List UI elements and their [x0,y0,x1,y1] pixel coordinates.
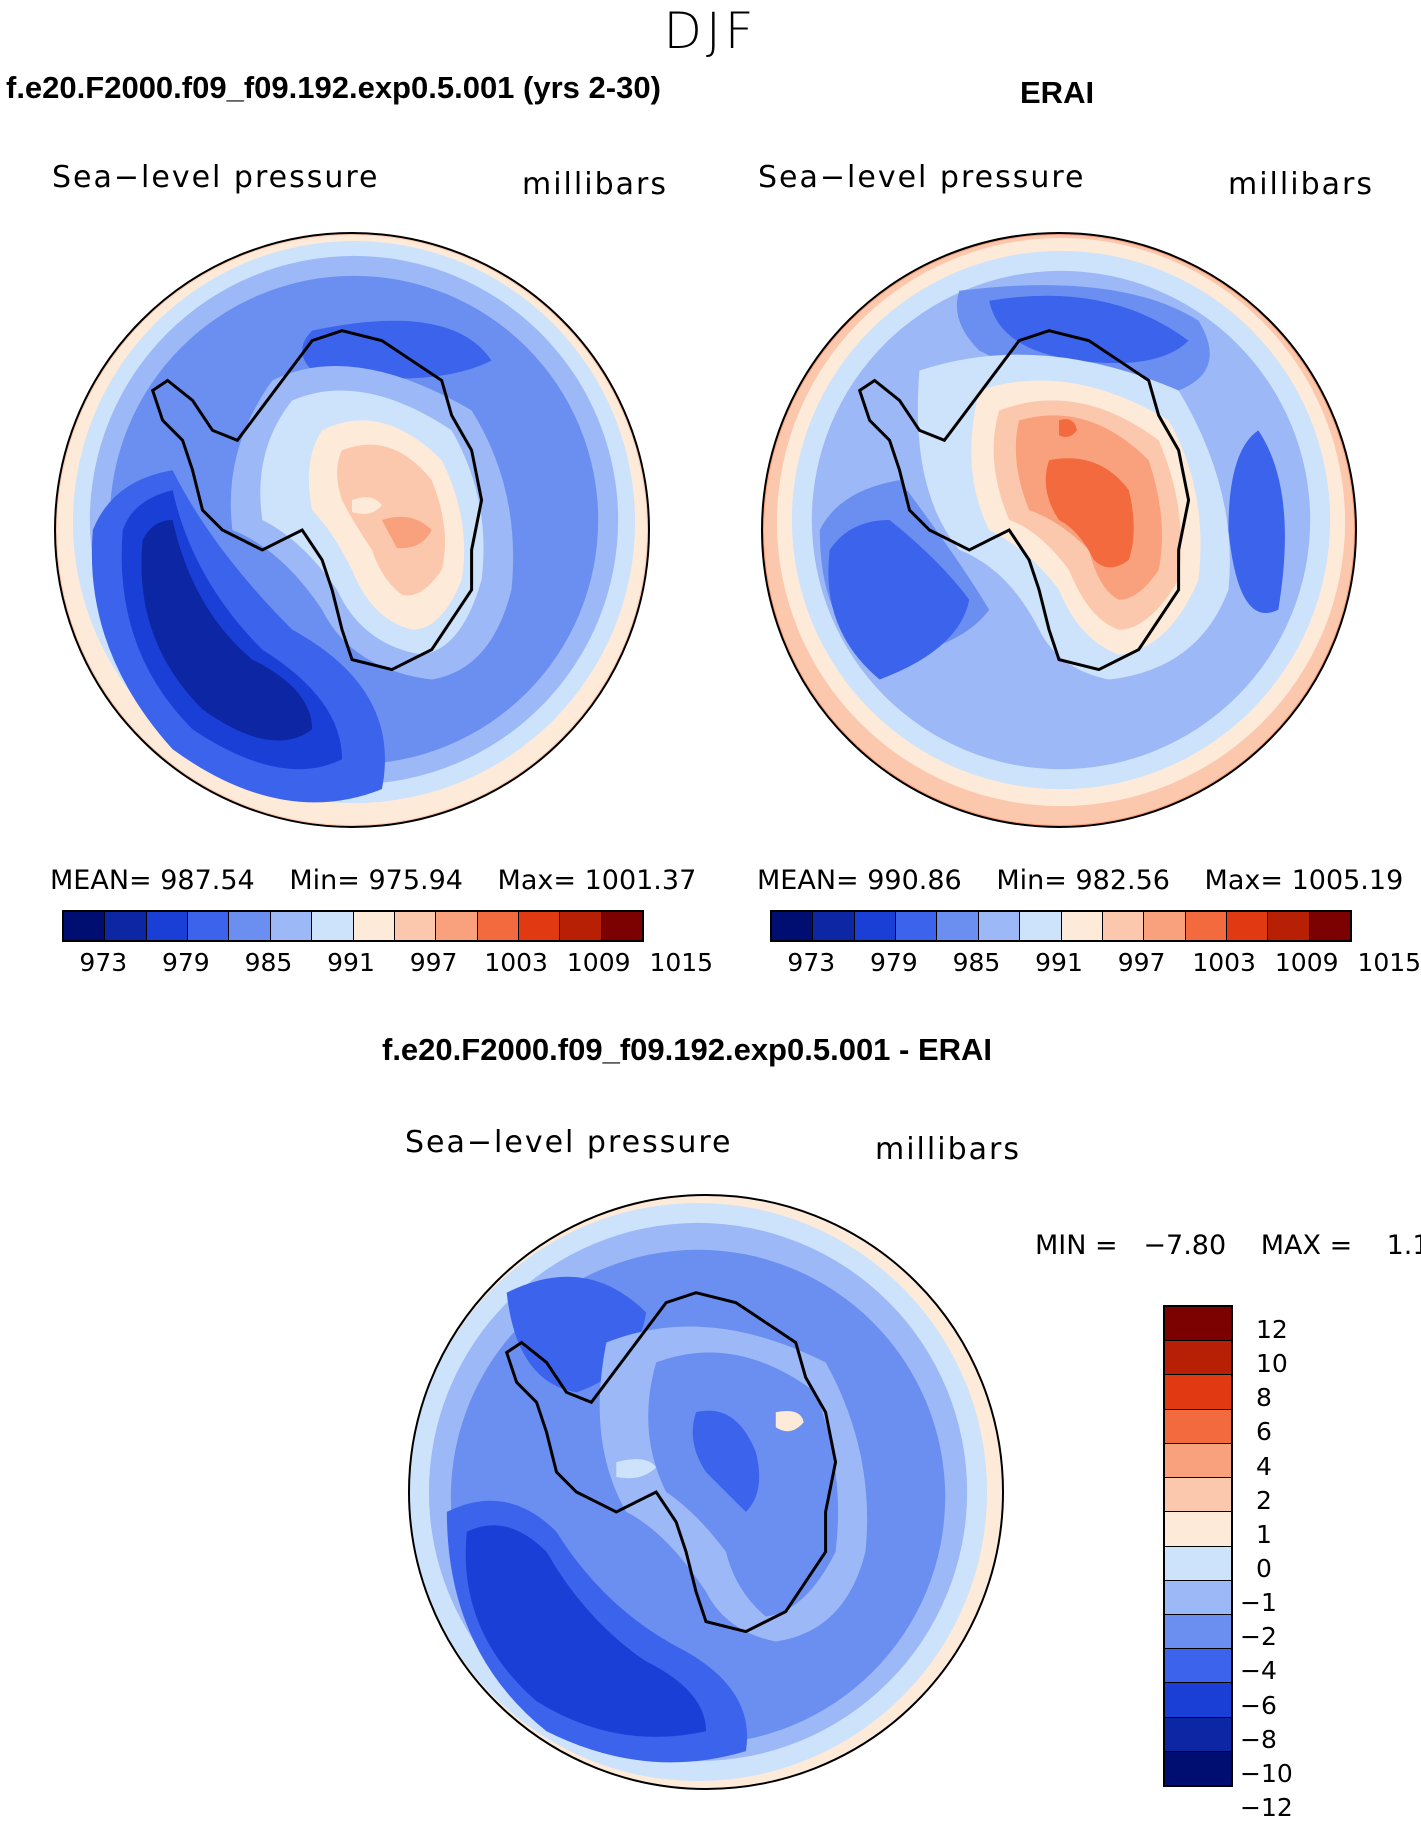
colorbar-swatch [1165,1375,1231,1410]
colorbar-tick-label: 997 [409,948,458,977]
colorbar-tick-label: 991 [1035,948,1083,977]
season-title: DJF [663,2,758,60]
colorbar-swatch [436,912,478,940]
colorbar-swatch [188,912,230,940]
model-units-label: millibars [522,167,668,202]
colorbar-tick-label: 985 [244,948,293,977]
colorbar-tick-label: 1003 [484,948,548,977]
colorbar-tick-label: 0 [1256,1554,1272,1583]
colorbar-tick-label: 8 [1256,1383,1272,1413]
obs-stats: MEAN= 990.86 Min= 982.56 Max= 1005.19 [757,865,1404,896]
colorbar-tick-label: 6 [1256,1417,1272,1447]
colorbar-swatch [1165,1512,1231,1547]
colorbar-tick-label: −10 [1240,1758,1293,1788]
colorbar-tick-label: 2 [1256,1485,1272,1515]
colorbar-swatch [1165,1717,1231,1752]
colorbar-swatch [813,912,855,940]
colorbar-tick-label: −8 [1240,1724,1277,1754]
colorbar-tick-label: 979 [161,948,210,977]
obs-colorbar [770,910,1352,942]
colorbar-tick-label: 973 [787,948,836,977]
colorbar-swatch [1165,1580,1231,1615]
colorbar-swatch [1226,912,1269,940]
colorbar-swatch [1165,1614,1231,1650]
colorbar-swatch [1165,1478,1231,1513]
diff-variable-label: Sea−level pressure [405,1125,733,1160]
colorbar-swatch [1309,912,1351,940]
colorbar-swatch [477,912,519,940]
colorbar-tick-label: 1009 [1274,948,1339,977]
colorbar-tick-label: −2 [1240,1622,1277,1652]
colorbar-swatch [1165,1683,1231,1718]
colorbar-tick-label: −12 [1240,1793,1293,1822]
colorbar-tick-label: 12 [1256,1315,1288,1344]
colorbar-tick-label: −1 [1240,1588,1277,1618]
colorbar-swatch [1061,912,1103,940]
model-colorbar [62,910,644,942]
colorbar-tick-label: 973 [79,948,128,977]
colorbar-swatch [1165,1751,1231,1786]
colorbar-swatch [1165,1409,1231,1444]
colorbar-swatch [1165,1546,1231,1581]
colorbar-swatch [1268,912,1310,940]
colorbar-swatch [601,912,643,940]
colorbar-tick-label: 979 [869,948,918,977]
obs-units-label: millibars [1228,167,1374,202]
colorbar-swatch [518,912,561,940]
colorbar-tick-label: 985 [952,948,1001,977]
obs-variable-label: Sea−level pressure [758,160,1086,195]
colorbar-tick-label: 1015 [649,948,714,977]
colorbar-tick-label: 10 [1256,1349,1288,1379]
model-variable-label: Sea−level pressure [52,160,380,195]
colorbar-swatch [937,912,979,940]
model-panel-title: f.e20.F2000.f09_f09.192.exp0.5.001 (yrs … [6,70,661,105]
colorbar-tick-label: 1015 [1357,948,1421,977]
diff-panel-title: f.e20.F2000.f09_f09.192.exp0.5.001 - ERA… [382,1032,993,1067]
colorbar-swatch [854,912,897,940]
colorbar-swatch [229,912,271,940]
colorbar-swatch [978,912,1021,940]
diff-stats: MIN = −7.80 MAX = 1.17 [1035,1230,1421,1261]
obs-panel-title: ERAI [1020,75,1095,110]
colorbar-swatch [1020,912,1062,940]
colorbar-tick-label: −6 [1240,1690,1277,1720]
colorbar-tick-label: 1009 [566,948,631,977]
colorbar-tick-label: 4 [1256,1451,1272,1481]
colorbar-swatch [1185,912,1227,940]
colorbar-swatch [1165,1443,1231,1479]
obs-polar-map [760,231,1358,829]
diff-colorbar [1163,1305,1233,1787]
colorbar-swatch [1165,1341,1231,1376]
colorbar-tick-label: −4 [1240,1656,1277,1686]
colorbar-swatch [1165,1307,1231,1342]
colorbar-swatch [105,912,147,940]
colorbar-tick-label: 1 [1256,1519,1272,1549]
model-polar-map [53,231,651,829]
colorbar-swatch [772,912,814,940]
colorbar-swatch [1102,912,1145,940]
colorbar-swatch [1165,1649,1231,1684]
colorbar-swatch [270,912,313,940]
diff-polar-map [407,1193,1005,1791]
colorbar-tick-label: 1003 [1192,948,1256,977]
colorbar-swatch [64,912,106,940]
colorbar-swatch [896,912,938,940]
colorbar-swatch [394,912,437,940]
colorbar-swatch [146,912,189,940]
diff-units-label: millibars [875,1132,1021,1167]
model-stats: MEAN= 987.54 Min= 975.94 Max= 1001.37 [50,865,697,896]
colorbar-swatch [560,912,602,940]
colorbar-tick-label: 991 [327,948,375,977]
diff-colorbar-ticks: 12 10 8 6 4 2 1 0 −1 −2 −4 −6 −8 −10 −12 [1240,1305,1300,1822]
colorbar-swatch [312,912,354,940]
colorbar-swatch [1144,912,1186,940]
colorbar-swatch [353,912,395,940]
colorbar-tick-label: 997 [1117,948,1166,977]
